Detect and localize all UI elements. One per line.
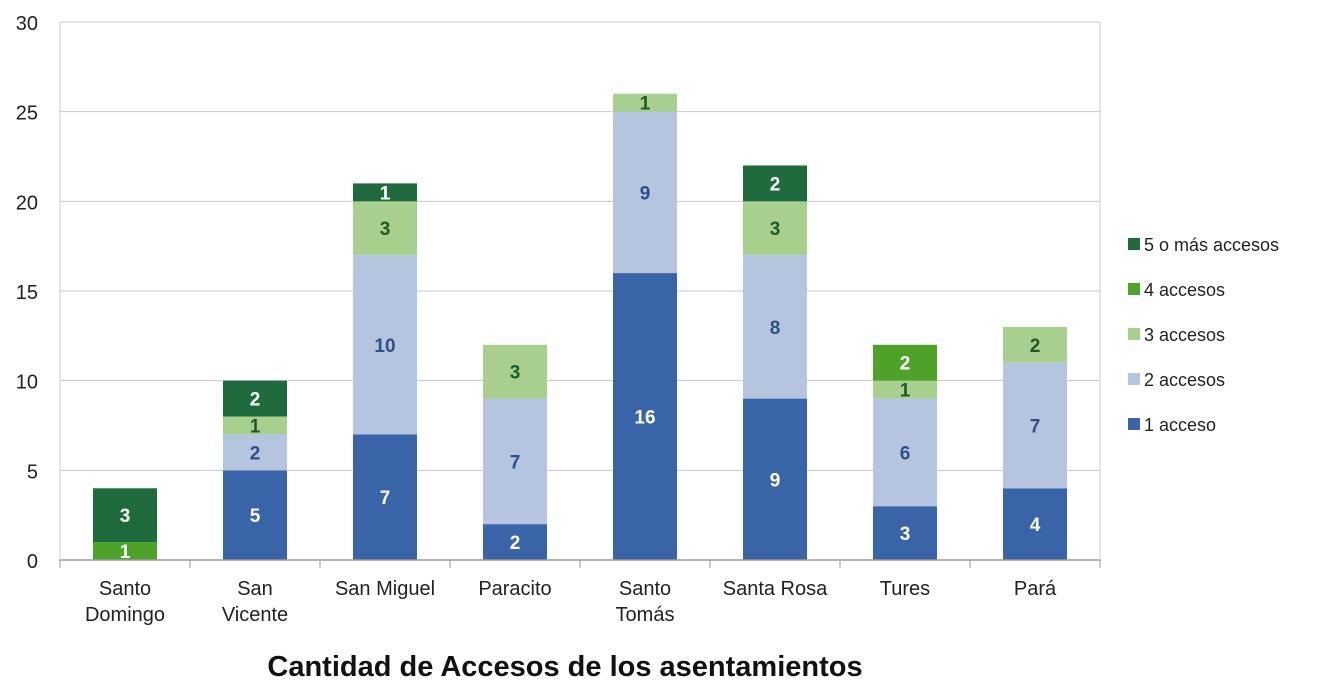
bar-segment <box>873 344 937 381</box>
legend-label: 1 acceso <box>1144 415 1216 435</box>
x-tick-label: Santo Tomás <box>616 578 675 626</box>
bar-segment <box>1003 326 1067 363</box>
data-label: 2 <box>900 354 911 375</box>
legend-label: 5 o más accesos <box>1144 235 1279 255</box>
data-label: 9 <box>640 183 651 204</box>
bar-segment <box>873 398 937 507</box>
bar-segment <box>93 542 157 560</box>
x-tick-label: San Vicente <box>222 578 288 626</box>
data-label: 7 <box>380 488 391 509</box>
bar-segment <box>223 434 287 471</box>
bar-segment <box>613 273 677 560</box>
y-tick-label: 0 <box>27 551 38 573</box>
data-label: 7 <box>510 452 521 473</box>
data-label: 2 <box>770 174 781 195</box>
data-label: 2 <box>250 443 261 464</box>
bar-segment <box>743 201 807 256</box>
data-label: 2 <box>1030 336 1041 357</box>
grid <box>59 21 1101 561</box>
bar-segment <box>743 398 807 560</box>
y-tick-label: 30 <box>16 13 38 35</box>
bar-segment <box>223 380 287 417</box>
data-label: 1 <box>250 417 261 438</box>
y-tick-label: 15 <box>16 282 38 304</box>
bar-segment <box>613 111 677 274</box>
data-label: 1 <box>640 94 651 115</box>
legend-label: 2 accesos <box>1144 370 1225 390</box>
data-label: 4 <box>1030 515 1041 536</box>
x-tick-label: Santa Rosa <box>723 578 828 600</box>
bar-segment <box>1003 362 1067 489</box>
legend-swatch <box>1128 373 1140 385</box>
data-label: 1 <box>380 183 391 204</box>
x-tick-label: San Miguel <box>335 578 435 600</box>
y-tick-label: 5 <box>27 461 38 483</box>
bar-segment <box>873 380 937 399</box>
bar-segment <box>353 434 417 560</box>
legend-swatch <box>1128 283 1140 295</box>
bar-segment <box>223 416 287 435</box>
bar-segment <box>353 201 417 256</box>
x-tick-label: Tures <box>880 578 930 600</box>
data-label: 3 <box>900 524 911 545</box>
data-label: 3 <box>380 219 391 240</box>
data-label: 2 <box>510 533 521 554</box>
bar-segment <box>223 470 287 560</box>
bar-segment <box>483 398 547 525</box>
bar-segment <box>873 506 937 560</box>
y-tick-label: 25 <box>16 103 38 125</box>
bars <box>93 93 1067 560</box>
data-label: 16 <box>634 408 655 429</box>
legend-label: 3 accesos <box>1144 325 1225 345</box>
legend-swatch <box>1128 418 1140 430</box>
bar-segment <box>743 165 807 202</box>
y-tick-label: 10 <box>16 372 38 394</box>
bar-segment <box>613 93 677 112</box>
bar-segment <box>743 255 807 399</box>
data-label: 5 <box>250 506 261 527</box>
data-label: 10 <box>374 336 395 357</box>
data-label: 9 <box>770 470 781 491</box>
bar-segment <box>353 183 417 202</box>
bar-segment <box>353 255 417 435</box>
legend-swatch <box>1128 328 1140 340</box>
x-tick-label: Paracito <box>478 578 551 600</box>
bar-segment <box>93 488 157 543</box>
chart-title: Cantidad de Accesos de los asentamientos <box>267 651 862 683</box>
data-labels: 1 3 5 2 1 2 7 10 3 1 2 7 3 16 9 1 9 8 3 2 3 6 1 2 4 7 2 <box>120 94 1041 563</box>
data-label: 1 <box>900 381 911 402</box>
data-label: 1 <box>120 542 131 563</box>
data-label: 7 <box>1030 417 1041 438</box>
legend-label: 4 accesos <box>1144 280 1225 300</box>
data-label: 8 <box>770 318 781 339</box>
x-tick-label: Pará <box>1014 578 1057 600</box>
data-label: 3 <box>510 363 521 384</box>
data-label: 3 <box>120 506 131 527</box>
legend: 5 o más accesos 4 accesos 3 accesos 2 acces… <box>1128 235 1279 435</box>
y-tick-label: 20 <box>16 192 38 214</box>
bar-segment <box>1003 488 1067 560</box>
data-label: 2 <box>250 390 261 411</box>
x-tick-label: Santo Domingo <box>85 578 165 626</box>
data-label: 6 <box>900 443 911 464</box>
bar-segment <box>483 524 547 560</box>
legend-swatch <box>1128 238 1140 250</box>
data-label: 3 <box>770 219 781 240</box>
bar-segment <box>483 344 547 399</box>
